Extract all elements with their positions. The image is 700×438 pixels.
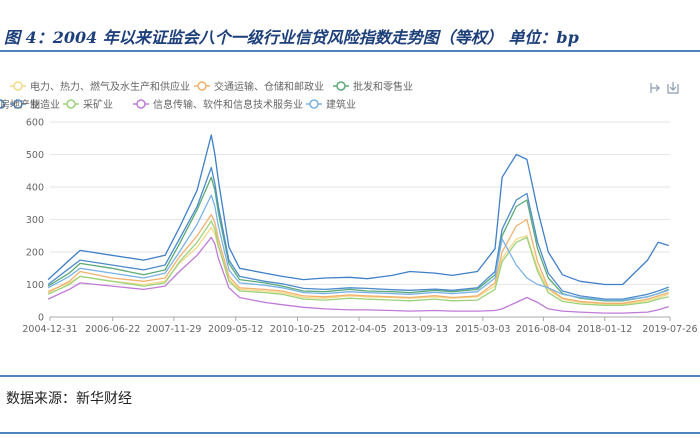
bottom-divider bbox=[0, 375, 700, 377]
x-axis: 2004-12-31 2006-06-22 2007-11-29 2009-05-12… bbox=[22, 317, 698, 335]
footer-divider bbox=[0, 432, 700, 434]
source-note: 数据来源：新华财经 bbox=[6, 391, 132, 407]
legend-swatch-marker bbox=[13, 99, 23, 109]
page-title: 图 4：2004 年以来证监会八个一级行业信贷风险指数走势图（等权） 单位：bp bbox=[4, 28, 579, 47]
series-line bbox=[47, 236, 669, 314]
legend-label: 交通运输、仓储和邮政业 bbox=[214, 80, 324, 93]
save-image-icon[interactable] bbox=[666, 80, 680, 99]
top-divider bbox=[0, 50, 700, 52]
y-tick-label: 500 bbox=[26, 150, 44, 161]
legend-swatch-marker bbox=[66, 99, 76, 109]
legend-label: 房地产业 bbox=[0, 98, 40, 111]
y-tick-label: 200 bbox=[26, 248, 44, 259]
x-tick-label: 2012-04-05 bbox=[331, 324, 386, 335]
x-tick-label: 2007-11-29 bbox=[146, 324, 201, 335]
legend-label: 电力、热力、燃气及水生产和供应业 bbox=[30, 80, 190, 93]
x-tick-label: 2018-01-12 bbox=[577, 324, 632, 335]
chart-series-lines bbox=[47, 134, 669, 314]
y-tick-label: 400 bbox=[26, 183, 44, 194]
legend-item[interactable]: 采矿业 bbox=[63, 98, 113, 111]
legend-label: 采矿业 bbox=[83, 98, 113, 111]
legend-item[interactable]: 交通运输、仓储和邮政业 bbox=[194, 80, 324, 93]
y-tick-label: 100 bbox=[26, 280, 44, 291]
x-tick-label: 2006-06-22 bbox=[85, 324, 140, 335]
restore-icon[interactable] bbox=[648, 80, 662, 99]
series-line bbox=[47, 213, 669, 304]
series-line bbox=[47, 194, 669, 301]
y-tick-label: 0 bbox=[38, 313, 44, 324]
legend-item[interactable]: 制造业 bbox=[10, 98, 60, 111]
y-axis: 0 100 200 300 400 500 600 bbox=[26, 118, 44, 324]
legend-swatch-marker bbox=[336, 81, 346, 91]
series-line bbox=[47, 166, 669, 300]
legend-item[interactable]: 批发和零售业 bbox=[333, 80, 413, 93]
series-line bbox=[47, 226, 669, 305]
series-line bbox=[47, 134, 669, 286]
legend-item[interactable]: 建筑业 bbox=[306, 98, 356, 111]
x-tick-label: 2004-12-31 bbox=[22, 324, 77, 335]
y-tick-label: 600 bbox=[26, 118, 44, 129]
legend-label: 批发和零售业 bbox=[353, 80, 413, 93]
legend-item[interactable]: 房地产业 bbox=[0, 98, 40, 111]
legend-swatch-marker bbox=[309, 99, 319, 109]
legend-swatch-marker bbox=[13, 81, 23, 91]
legend-label: 信息传输、软件和信息技术服务业 bbox=[153, 98, 303, 111]
x-tick-label: 2015-03-03 bbox=[455, 324, 510, 335]
legend-item[interactable]: 信息传输、软件和信息技术服务业 bbox=[133, 98, 303, 111]
x-tick-label: 2009-05-12 bbox=[208, 324, 263, 335]
x-tick-label: 2010-10-25 bbox=[270, 324, 325, 335]
legend-item[interactable]: 电力、热力、燃气及水生产和供应业 bbox=[10, 80, 190, 93]
chart-grid bbox=[50, 121, 670, 318]
series-line bbox=[47, 176, 669, 302]
legend-label: 建筑业 bbox=[326, 98, 356, 111]
legend-swatch-marker bbox=[0, 99, 5, 109]
series-line bbox=[47, 220, 669, 306]
legend-label: 制造业 bbox=[30, 98, 60, 111]
legend-swatch-marker bbox=[136, 99, 146, 109]
legend-swatch-marker bbox=[197, 81, 207, 91]
x-tick-label: 2019-07-26 bbox=[642, 324, 697, 335]
x-tick-label: 2016-08-04 bbox=[516, 324, 571, 335]
x-tick-label: 2013-09-13 bbox=[393, 324, 448, 335]
y-tick-label: 300 bbox=[26, 215, 44, 226]
